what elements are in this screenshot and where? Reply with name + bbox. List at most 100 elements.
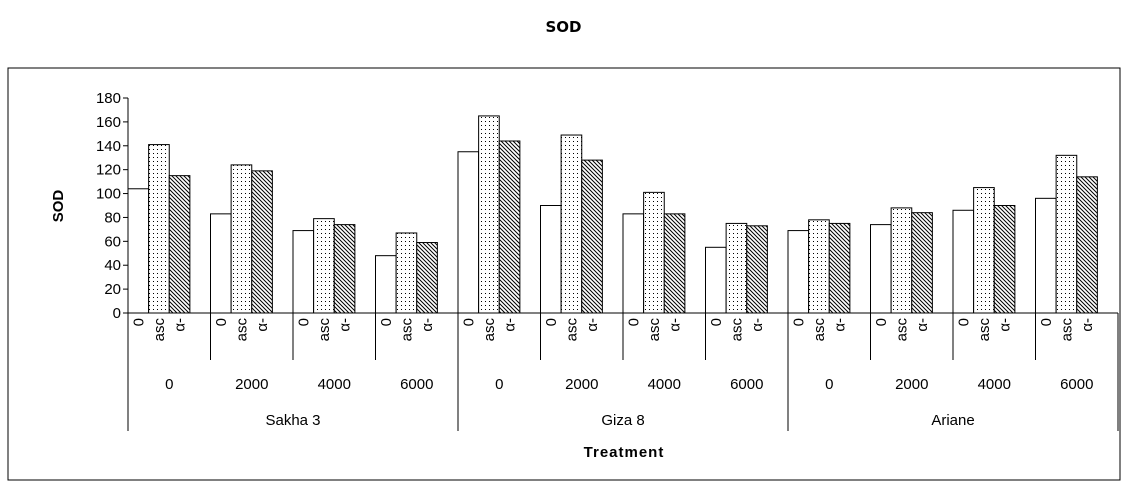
- y-tick-label: 40: [104, 257, 121, 274]
- x-bar-label: asc: [811, 318, 828, 342]
- bar-0: [870, 224, 892, 314]
- y-tick-label: 160: [96, 114, 121, 131]
- x-bar-label: α-: [832, 318, 849, 332]
- bar-asc: [560, 134, 583, 314]
- x-bar-label: asc: [1058, 318, 1075, 342]
- x-level-label: 6000: [400, 376, 433, 393]
- bar-asc: [808, 219, 830, 314]
- bar-asc: [148, 144, 170, 314]
- x-bar-label: asc: [316, 318, 333, 342]
- x-bar-label: asc: [728, 318, 745, 342]
- x-bar-label: 0: [625, 318, 642, 326]
- bar-0: [622, 213, 645, 314]
- bar-0: [1035, 197, 1057, 314]
- bar-α-: [168, 175, 191, 314]
- x-bar-label: 0: [790, 318, 807, 326]
- x-level-label: 2000: [895, 376, 928, 393]
- bar-α-: [746, 225, 768, 314]
- x-bar-label: asc: [233, 318, 250, 342]
- bar-0: [705, 246, 727, 314]
- y-tick-label: 140: [96, 138, 121, 155]
- x-level-label: 6000: [730, 376, 763, 393]
- bar-α-: [1076, 176, 1098, 314]
- bar-0: [210, 213, 232, 314]
- bar-0: [952, 209, 975, 314]
- bar-asc: [1055, 154, 1078, 314]
- y-tick-label: 180: [96, 90, 121, 107]
- bar-asc: [725, 222, 748, 314]
- x-bar-label: 0: [1038, 318, 1055, 326]
- x-bar-label: α-: [254, 318, 271, 332]
- x-level-label: 2000: [565, 376, 598, 393]
- x-level-label: 0: [165, 376, 173, 393]
- x-bar-label: 0: [873, 318, 890, 326]
- y-axis-title: SOD: [50, 190, 67, 223]
- bar-α-: [581, 159, 603, 314]
- y-tick-label: 120: [96, 162, 121, 179]
- x-bar-label: asc: [481, 318, 498, 342]
- x-bar-label: α-: [419, 318, 436, 332]
- bar-asc: [395, 232, 418, 314]
- x-level-label: 4000: [318, 376, 351, 393]
- bar-0: [540, 205, 562, 314]
- bar-asc: [230, 164, 253, 314]
- x-level-label: 4000: [648, 376, 681, 393]
- bar-α-: [993, 205, 1016, 314]
- x-bar-label: 0: [378, 318, 395, 326]
- y-tick-label: 100: [96, 186, 121, 203]
- x-bar-label: 0: [955, 318, 972, 326]
- plot-frame: [7, 67, 1121, 481]
- bar-asc: [890, 207, 913, 314]
- bar-α-: [251, 170, 273, 314]
- x-bar-label: α-: [914, 318, 931, 332]
- y-tick-label: 60: [104, 233, 121, 250]
- x-bar-label: α-: [997, 318, 1014, 332]
- x-bar-label: asc: [563, 318, 580, 342]
- x-bar-label: 0: [708, 318, 725, 326]
- x-level-label: 0: [825, 376, 833, 393]
- y-tick-label: 20: [104, 281, 121, 298]
- bar-asc: [313, 218, 335, 314]
- x-level-label: 2000: [235, 376, 268, 393]
- x-bar-label: asc: [893, 318, 910, 342]
- bar-0: [292, 230, 315, 314]
- bar-α-: [333, 224, 356, 314]
- bar-α-: [828, 222, 851, 314]
- bar-α-: [663, 213, 686, 314]
- bar-0: [127, 188, 150, 314]
- x-axis-title: Treatment: [584, 444, 665, 461]
- x-bar-label: α-: [172, 318, 189, 332]
- x-bar-label: α-: [1079, 318, 1096, 332]
- x-group-label: Sakha 3: [265, 412, 320, 429]
- chart-title: SOD: [545, 18, 582, 36]
- x-bar-label: α-: [502, 318, 519, 332]
- y-tick-label: 80: [104, 209, 121, 226]
- bar-0: [375, 255, 397, 314]
- y-tick-label: 0: [113, 305, 121, 322]
- x-level-label: 4000: [978, 376, 1011, 393]
- x-bar-label: 0: [543, 318, 560, 326]
- x-bar-label: asc: [398, 318, 415, 342]
- x-level-label: 6000: [1060, 376, 1093, 393]
- bar-α-: [416, 242, 438, 314]
- x-bar-label: asc: [151, 318, 168, 342]
- x-bar-label: 0: [213, 318, 230, 326]
- x-bar-label: α-: [749, 318, 766, 332]
- x-level-label: 0: [495, 376, 503, 393]
- bar-α-: [498, 140, 521, 314]
- x-bar-label: 0: [295, 318, 312, 326]
- bar-asc: [478, 115, 500, 314]
- x-bar-label: 0: [460, 318, 477, 326]
- x-bar-label: α-: [584, 318, 601, 332]
- x-bar-label: α-: [667, 318, 684, 332]
- bar-asc: [973, 187, 995, 314]
- x-bar-label: 0: [130, 318, 147, 326]
- bar-0: [457, 151, 480, 314]
- x-group-label: Ariane: [931, 412, 974, 429]
- x-bar-label: asc: [976, 318, 993, 342]
- x-bar-label: asc: [646, 318, 663, 342]
- x-bar-label: α-: [337, 318, 354, 332]
- bar-α-: [911, 212, 933, 314]
- bar-0: [787, 230, 810, 314]
